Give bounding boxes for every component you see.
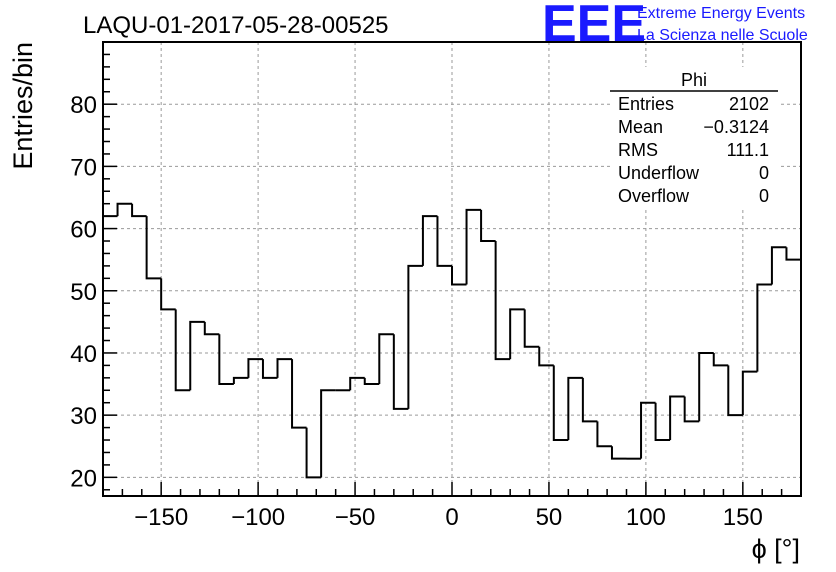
stats-row-label: Mean bbox=[618, 117, 663, 137]
stats-row-value: −0.3124 bbox=[703, 117, 769, 137]
histogram-bin bbox=[654, 402, 671, 442]
y-tick-label: 70 bbox=[70, 154, 97, 181]
histogram-bin bbox=[567, 376, 583, 441]
histogram-bin bbox=[509, 308, 525, 360]
y-tick-label: 60 bbox=[70, 217, 97, 244]
stats-row-value: 2102 bbox=[729, 94, 769, 114]
histogram-bin bbox=[610, 446, 627, 460]
histogram-bin bbox=[741, 370, 758, 416]
x-axis-label: ϕ [°] bbox=[752, 534, 800, 564]
histogram-bin bbox=[203, 321, 220, 336]
histogram-bin bbox=[727, 365, 743, 417]
y-tick-label: 20 bbox=[70, 465, 97, 492]
x-tick-label: 100 bbox=[626, 504, 666, 531]
y-axis-label: Entries/bin bbox=[8, 42, 38, 170]
histogram-bin bbox=[131, 203, 147, 218]
grid-lines bbox=[103, 42, 801, 496]
logo-line-2: La Scienza nelle Scuole bbox=[637, 27, 808, 44]
histogram-bin bbox=[436, 216, 452, 267]
histogram-bin bbox=[349, 376, 365, 391]
y-tick-label: 30 bbox=[70, 403, 97, 430]
histogram-bin bbox=[160, 278, 176, 311]
histogram-bin bbox=[291, 359, 307, 429]
stats-row-value: 0 bbox=[759, 186, 769, 206]
y-tick-label: 50 bbox=[70, 279, 97, 306]
logo-mark: EEE bbox=[542, 0, 646, 53]
histogram-bin bbox=[756, 283, 772, 372]
histogram-bin bbox=[174, 309, 191, 392]
histogram-bin bbox=[465, 208, 482, 285]
histogram-bin bbox=[392, 334, 409, 410]
stats-row-label: RMS bbox=[618, 140, 658, 160]
histogram-bin bbox=[276, 358, 293, 378]
histogram-bin bbox=[305, 427, 322, 479]
histogram-bin bbox=[407, 264, 423, 409]
histogram-bin bbox=[712, 352, 729, 367]
histogram-bin bbox=[189, 320, 205, 391]
y-tick-label: 80 bbox=[70, 92, 97, 119]
x-tick-label: −150 bbox=[134, 504, 188, 531]
stats-box: Phi Entries 2102 Mean −0.3124 RMS 111.1 Underf… bbox=[610, 67, 778, 207]
stats-row-label: Overflow bbox=[618, 186, 690, 206]
axis-ticks: −150 −100 −50 0 50 100 150 20 30 40 50 60 70 80 bbox=[70, 53, 802, 531]
histogram-bin bbox=[145, 216, 162, 280]
x-tick-label: −50 bbox=[335, 504, 376, 531]
stats-row-label: Underflow bbox=[618, 163, 700, 183]
stats-row-value: 111.1 bbox=[727, 140, 769, 160]
histogram-bin bbox=[378, 333, 394, 385]
histogram-bin bbox=[320, 389, 336, 478]
histogram-bin bbox=[683, 396, 700, 423]
x-tick-label: 50 bbox=[536, 504, 563, 531]
logo-line-1: Extreme Energy Events bbox=[637, 5, 805, 22]
histogram-bin bbox=[552, 365, 569, 442]
stats-title: Phi bbox=[681, 70, 707, 90]
stats-row-label: Entries bbox=[618, 94, 674, 114]
histogram-bin bbox=[480, 209, 496, 243]
histogram-bin bbox=[261, 359, 278, 379]
histogram-bin bbox=[669, 395, 685, 441]
chart-title: LAQU-01-2017-05-28-00525 bbox=[83, 12, 389, 39]
histogram-bin bbox=[770, 246, 787, 285]
histogram-bin bbox=[785, 247, 801, 261]
x-tick-label: 150 bbox=[723, 504, 763, 531]
stats-rows: Entries 2102 Mean −0.3124 RMS 111.1 Underflow 0… bbox=[618, 94, 769, 206]
histogram-bin bbox=[451, 265, 467, 286]
histogram-bin bbox=[247, 358, 263, 378]
histogram-bin bbox=[494, 241, 511, 361]
histogram-bin bbox=[218, 334, 234, 386]
histogram-series bbox=[103, 154, 802, 479]
histogram-bin bbox=[581, 377, 598, 423]
eee-logo: EEE Extreme Energy Events La Scienza nel… bbox=[542, 0, 808, 53]
histogram-bin bbox=[596, 421, 612, 448]
x-tick-label: −100 bbox=[231, 504, 285, 531]
histogram-bin bbox=[363, 377, 380, 386]
histogram-bin bbox=[232, 376, 249, 385]
histogram-bin bbox=[421, 215, 438, 266]
histogram-bin bbox=[698, 351, 714, 422]
stats-row-value: 0 bbox=[759, 163, 769, 183]
histogram-bin bbox=[116, 202, 133, 217]
histogram-bin bbox=[523, 309, 540, 348]
histogram-bin bbox=[640, 401, 656, 459]
x-tick-label: 0 bbox=[445, 504, 458, 531]
y-tick-label: 40 bbox=[70, 341, 97, 368]
histogram-bin bbox=[538, 346, 554, 367]
